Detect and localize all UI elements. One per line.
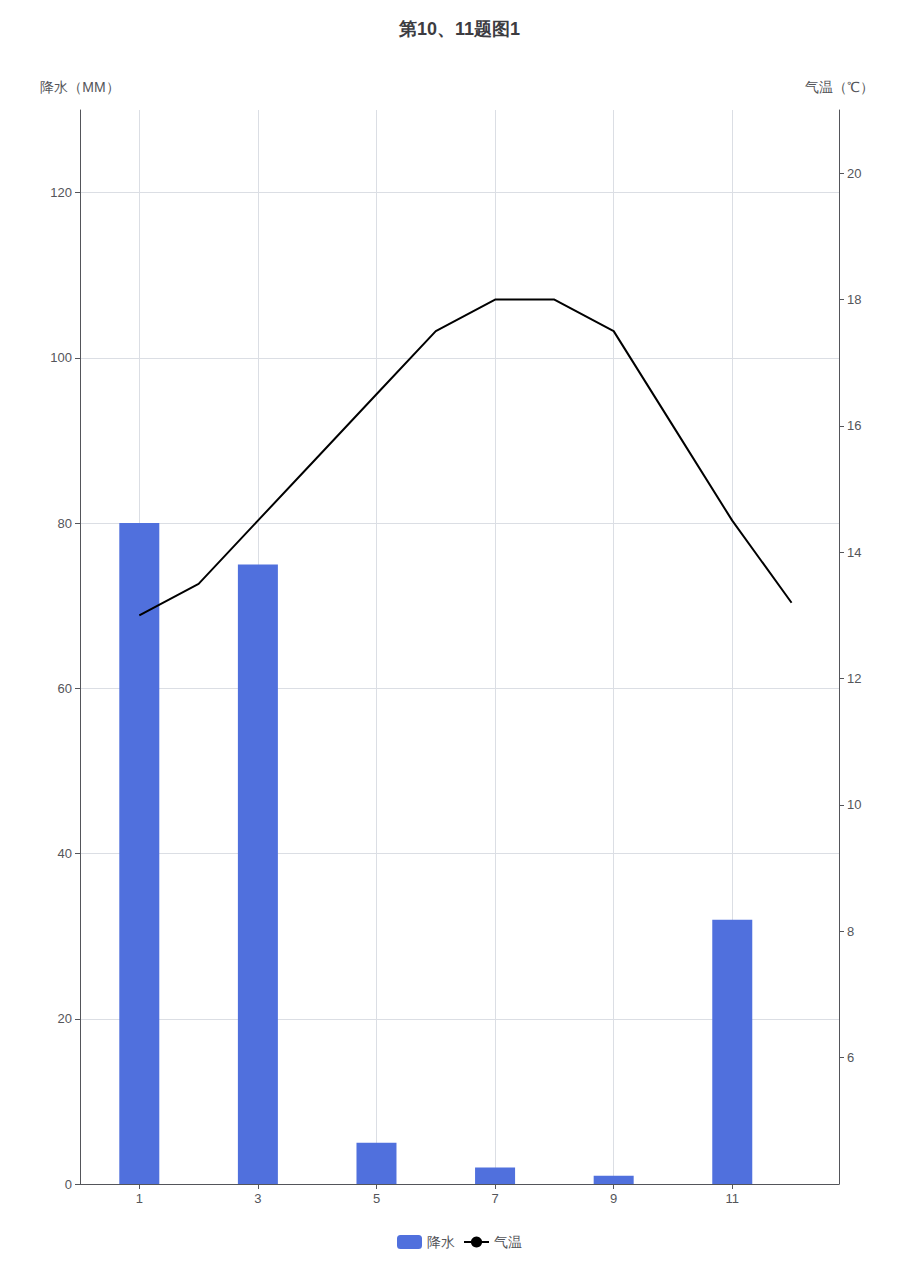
svg-text:第10、11题图1: 第10、11题图1 xyxy=(398,19,520,39)
svg-text:气温（℃）: 气温（℃） xyxy=(805,79,874,95)
svg-text:10: 10 xyxy=(847,797,861,812)
svg-text:16: 16 xyxy=(847,418,861,433)
svg-text:80: 80 xyxy=(58,516,72,531)
svg-text:60: 60 xyxy=(58,681,72,696)
svg-text:120: 120 xyxy=(50,185,72,200)
svg-text:14: 14 xyxy=(847,545,861,560)
svg-text:0: 0 xyxy=(65,1177,72,1192)
svg-text:降水: 降水 xyxy=(427,1234,455,1250)
svg-text:100: 100 xyxy=(50,350,72,365)
svg-text:11: 11 xyxy=(726,1191,740,1206)
svg-text:18: 18 xyxy=(847,292,861,307)
svg-text:20: 20 xyxy=(58,1011,72,1026)
svg-text:5: 5 xyxy=(373,1191,380,1206)
svg-text:40: 40 xyxy=(58,846,72,861)
svg-text:8: 8 xyxy=(847,924,854,939)
svg-text:3: 3 xyxy=(254,1191,261,1206)
svg-text:7: 7 xyxy=(491,1191,498,1206)
svg-text:1: 1 xyxy=(136,1191,143,1206)
svg-text:12: 12 xyxy=(847,671,861,686)
svg-text:20: 20 xyxy=(847,166,861,181)
svg-text:9: 9 xyxy=(610,1191,617,1206)
svg-text:6: 6 xyxy=(847,1050,854,1065)
svg-text:气温: 气温 xyxy=(494,1234,522,1250)
svg-text:降水（MM）: 降水（MM） xyxy=(40,79,119,95)
